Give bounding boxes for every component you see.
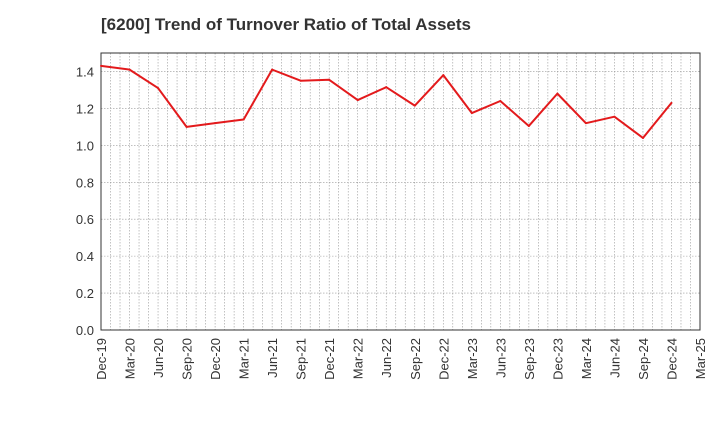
data-point <box>242 118 245 121</box>
data-point <box>385 86 388 89</box>
data-point <box>157 87 160 90</box>
x-tick-label: Dec-19 <box>94 338 109 380</box>
data-point <box>499 100 502 103</box>
x-tick-label: Mar-23 <box>465 338 480 379</box>
data-point <box>413 104 416 107</box>
data-point <box>641 136 644 139</box>
y-tick-label: 1.4 <box>76 64 94 79</box>
data-point <box>128 68 131 71</box>
data-point <box>356 99 359 102</box>
y-tick-label: 0.6 <box>76 212 94 227</box>
x-tick-label: Sep-24 <box>636 338 651 380</box>
x-tick-label: Mar-22 <box>351 338 366 379</box>
data-point <box>185 125 188 128</box>
data-point <box>100 64 102 67</box>
x-tick-label: Jun-23 <box>493 338 508 378</box>
x-tick-label: Dec-23 <box>550 338 565 380</box>
data-point <box>584 122 587 125</box>
x-tick-label: Mar-24 <box>579 338 594 379</box>
x-tick-label: Jun-24 <box>607 338 622 378</box>
x-tick-label: Dec-21 <box>322 338 337 380</box>
x-tick-label: Mar-25 <box>693 338 708 379</box>
x-tick-label: Jun-21 <box>265 338 280 378</box>
y-tick-label: 0.0 <box>76 323 94 338</box>
data-point <box>271 68 274 71</box>
y-tick-label: 0.8 <box>76 175 94 190</box>
y-tick-label: 0.2 <box>76 286 94 301</box>
plot-frame <box>100 52 701 331</box>
data-point <box>527 124 530 127</box>
x-tick-label: Jun-22 <box>379 338 394 378</box>
data-point <box>670 101 673 104</box>
data-point <box>442 74 445 77</box>
y-tick-label: 0.4 <box>76 249 94 264</box>
data-point <box>214 122 217 125</box>
data-point <box>299 79 302 82</box>
data-point <box>613 115 616 118</box>
x-tick-label: Sep-23 <box>522 338 537 380</box>
x-tick-label: Sep-21 <box>294 338 309 380</box>
x-tick-label: Mar-20 <box>123 338 138 379</box>
data-point <box>470 112 473 115</box>
x-tick-label: Dec-20 <box>208 338 223 380</box>
x-tick-label: Dec-22 <box>436 338 451 380</box>
y-tick-label: 1.2 <box>76 101 94 116</box>
y-tick-label: 1.0 <box>76 138 94 153</box>
x-tick-label: Dec-24 <box>664 338 679 380</box>
x-tick-label: Jun-20 <box>151 338 166 378</box>
data-point <box>556 92 559 95</box>
x-tick-label: Sep-20 <box>180 338 195 380</box>
x-tick-label: Sep-22 <box>408 338 423 380</box>
data-point <box>328 78 331 81</box>
x-tick-label: Mar-21 <box>237 338 252 379</box>
chart-title: [6200] Trend of Turnover Ratio of Total … <box>101 15 471 34</box>
